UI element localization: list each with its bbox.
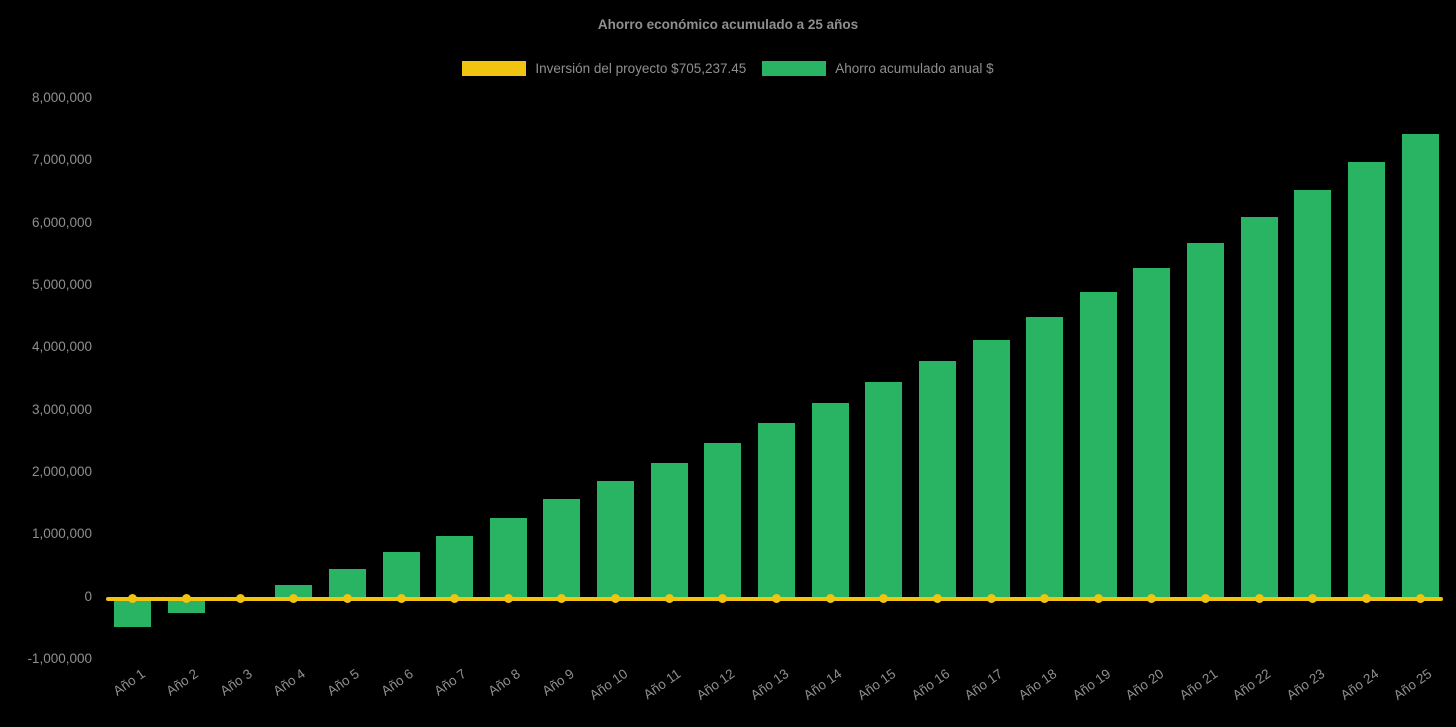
bar — [1133, 267, 1171, 597]
savings-swatch — [762, 61, 827, 76]
y-tick-label: 8,000,000 — [31, 90, 92, 105]
line-marker — [825, 594, 835, 604]
y-tick-label: 6,000,000 — [31, 214, 92, 230]
y-tick-label: 7,000,000 — [31, 152, 92, 168]
x-tick-label: Año 15 — [854, 666, 899, 703]
y-tick-label: 3,000,000 — [31, 401, 92, 417]
line-marker — [396, 594, 406, 604]
x-tick-label: Año 21 — [1176, 666, 1221, 703]
line-marker — [342, 594, 352, 604]
line-marker — [181, 594, 191, 604]
legend-label-investment: Inversión del proyecto $705,237.45 — [535, 61, 747, 76]
line-marker — [1254, 594, 1264, 604]
line-marker — [772, 594, 781, 604]
bar — [167, 596, 205, 614]
x-tick-label: Año 8 — [485, 666, 523, 699]
x-tick-label: Año 14 — [801, 666, 845, 703]
x-tick-label: Año 13 — [747, 666, 792, 703]
y-tick-label: 0 — [84, 588, 92, 604]
y-tick-label: 4,000,000 — [31, 339, 92, 355]
line-marker — [1040, 594, 1050, 604]
line-marker — [235, 594, 245, 604]
bar — [972, 339, 1010, 597]
legend-label-savings: Ahorro acumulado anual $ — [835, 61, 994, 76]
line-marker — [128, 594, 138, 604]
x-tick-label: Año 25 — [1391, 666, 1435, 703]
bar — [1294, 190, 1332, 597]
x-tick-label: Año 1 — [109, 666, 148, 699]
x-tick-label: Año 24 — [1337, 666, 1382, 703]
line-marker — [718, 594, 728, 604]
x-tick-label: Año 4 — [270, 666, 309, 699]
bar — [489, 517, 527, 597]
bar — [1348, 162, 1386, 597]
legend: Inversión del proyecto $705,237.45 Ahorr… — [0, 61, 1456, 76]
bar — [704, 442, 742, 597]
bar — [865, 382, 903, 597]
line-marker — [1362, 594, 1372, 604]
line-marker — [450, 594, 460, 604]
bar — [436, 535, 474, 597]
bar — [1401, 133, 1439, 597]
x-tick-label: Año 5 — [324, 666, 362, 699]
y-tick-label: 2,000,000 — [31, 464, 92, 479]
bar — [650, 462, 688, 597]
bar — [1187, 242, 1225, 597]
bar — [1026, 316, 1064, 597]
bar — [543, 499, 581, 597]
investment-swatch — [462, 61, 527, 76]
y-tick-label: -1,000,000 — [27, 651, 92, 666]
y-tick-label: 5,000,000 — [31, 277, 92, 292]
x-tick-label: Año 22 — [1230, 666, 1274, 703]
line-marker — [289, 594, 299, 604]
line-marker — [664, 594, 674, 604]
bar — [597, 481, 635, 597]
x-tick-label: Año 7 — [431, 666, 470, 699]
bar — [275, 585, 313, 597]
line-marker — [557, 594, 567, 604]
bar — [811, 402, 849, 597]
x-tick-label: Año 20 — [1122, 666, 1167, 703]
x-tick-label: Año 11 — [640, 666, 684, 703]
bar — [328, 568, 366, 597]
x-tick-label: Año 12 — [693, 666, 738, 703]
line-marker — [611, 594, 621, 604]
x-tick-label: Año 16 — [908, 666, 953, 703]
bar — [1240, 217, 1278, 597]
legend-item-investment: Inversión del proyecto $705,237.45 — [462, 61, 746, 76]
line-marker — [1415, 594, 1425, 604]
chart-title: Ahorro económico acumulado a 25 años — [597, 17, 859, 32]
line-marker — [932, 594, 942, 604]
line-marker — [1147, 594, 1157, 604]
x-tick-label: Año 10 — [586, 666, 631, 703]
bar — [758, 423, 795, 597]
line-marker — [1308, 594, 1318, 604]
bar — [382, 552, 420, 597]
line-marker — [503, 594, 513, 604]
bar — [918, 361, 956, 597]
y-tick-label: 1,000,000 — [31, 526, 92, 542]
line-marker — [1093, 594, 1103, 604]
x-tick-label: Año 18 — [1015, 666, 1060, 703]
x-tick-label: Año 17 — [961, 666, 1006, 703]
line-marker — [986, 594, 996, 604]
line-marker — [879, 594, 889, 604]
x-tick-label: Año 19 — [1069, 666, 1113, 703]
x-tick-label: Año 23 — [1283, 666, 1328, 703]
legend-item-savings: Ahorro acumulado anual $ — [762, 61, 994, 76]
x-tick-label: Año 9 — [539, 666, 577, 699]
bar — [1079, 291, 1117, 597]
x-tick-label: Año 3 — [217, 666, 255, 699]
x-tick-label: Año 6 — [378, 666, 416, 699]
x-tick-label: Año 2 — [163, 666, 202, 699]
line-marker — [1201, 594, 1211, 604]
